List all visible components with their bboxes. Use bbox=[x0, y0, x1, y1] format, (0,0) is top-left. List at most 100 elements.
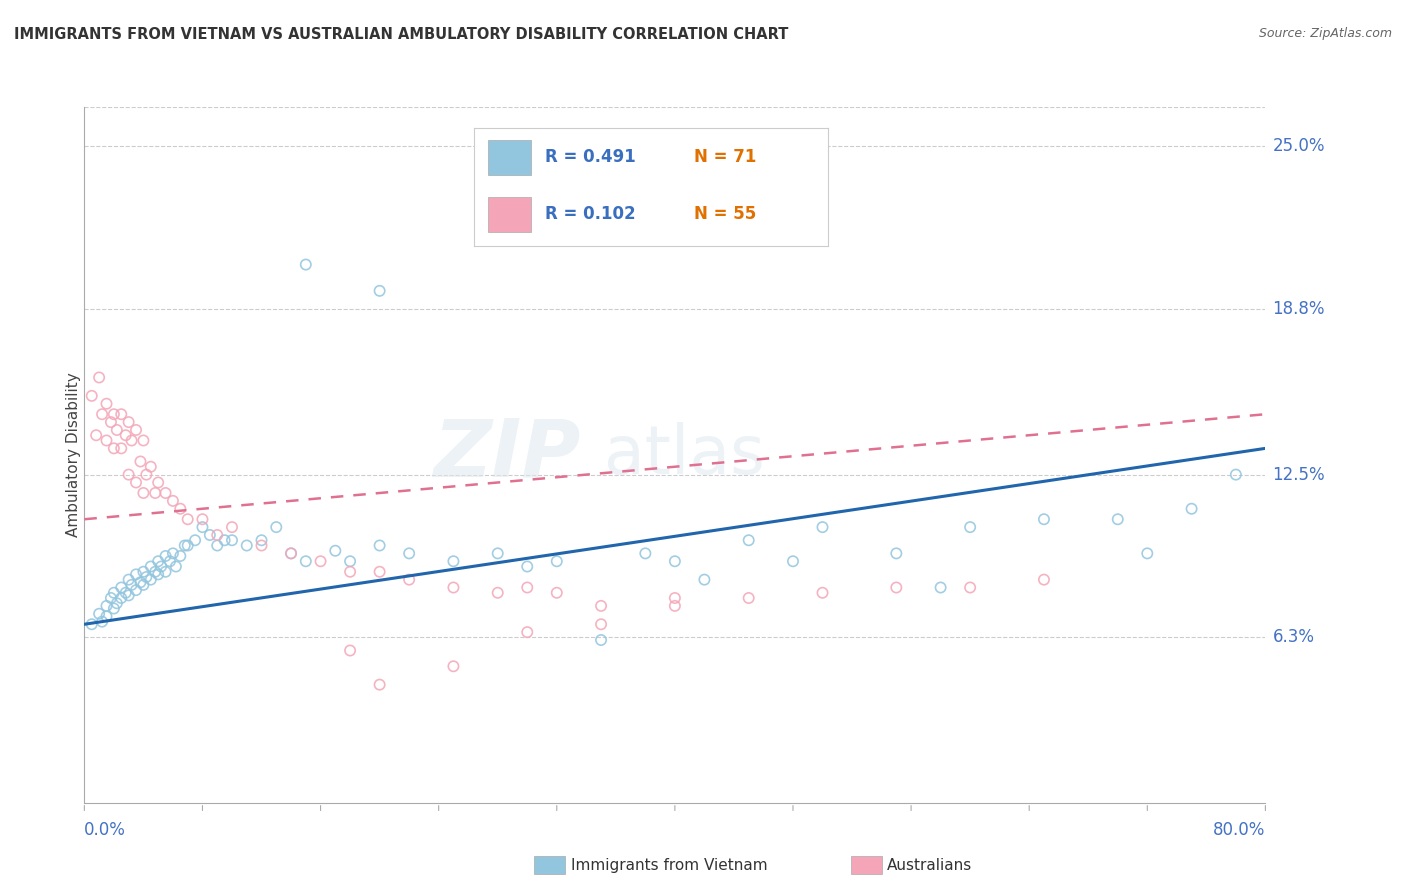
Point bbox=[214, 533, 236, 548]
Point bbox=[295, 258, 318, 272]
Point bbox=[1225, 467, 1247, 482]
Point bbox=[96, 397, 118, 411]
Point bbox=[177, 512, 200, 526]
Point bbox=[591, 599, 613, 613]
Point bbox=[148, 567, 170, 582]
Point bbox=[139, 573, 162, 587]
Point bbox=[125, 475, 148, 490]
Text: atlas: atlas bbox=[605, 422, 765, 488]
Point bbox=[811, 520, 834, 534]
Point bbox=[929, 581, 952, 595]
Text: Australians: Australians bbox=[887, 858, 973, 872]
Text: Immigrants from Vietnam: Immigrants from Vietnam bbox=[571, 858, 768, 872]
Point bbox=[546, 586, 568, 600]
Point bbox=[103, 601, 125, 615]
Point bbox=[368, 284, 391, 298]
Point bbox=[309, 554, 332, 568]
Point bbox=[125, 567, 148, 582]
Point bbox=[886, 546, 908, 560]
Point bbox=[235, 539, 259, 553]
Text: 0.0%: 0.0% bbox=[84, 821, 127, 838]
Point bbox=[398, 573, 420, 587]
Point bbox=[135, 570, 157, 584]
Point bbox=[125, 583, 148, 598]
Point bbox=[738, 533, 761, 548]
Point bbox=[339, 643, 361, 657]
Point bbox=[368, 678, 391, 692]
Point bbox=[159, 554, 181, 568]
Point bbox=[811, 586, 834, 600]
Point bbox=[150, 559, 173, 574]
Point bbox=[368, 565, 391, 579]
Point bbox=[173, 539, 195, 553]
Point bbox=[368, 539, 391, 553]
Point bbox=[1180, 501, 1202, 516]
Point bbox=[80, 389, 103, 403]
Point bbox=[143, 565, 166, 579]
Point bbox=[148, 475, 170, 490]
Point bbox=[205, 539, 228, 553]
Text: N = 71: N = 71 bbox=[693, 148, 756, 167]
Point bbox=[184, 533, 207, 548]
Point bbox=[205, 528, 228, 542]
Point bbox=[486, 546, 509, 560]
Point bbox=[634, 546, 657, 560]
Text: ZIP: ZIP bbox=[433, 416, 581, 494]
Point bbox=[486, 586, 509, 600]
Point bbox=[87, 607, 111, 621]
Point bbox=[177, 539, 200, 553]
Point bbox=[250, 533, 273, 548]
Point bbox=[1032, 512, 1054, 526]
Point bbox=[441, 581, 464, 595]
Point bbox=[221, 520, 243, 534]
Point bbox=[782, 554, 804, 568]
Point bbox=[169, 549, 191, 563]
Point bbox=[169, 501, 191, 516]
Text: R = 0.491: R = 0.491 bbox=[546, 148, 636, 167]
Point bbox=[155, 549, 177, 563]
Text: 25.0%: 25.0% bbox=[1272, 137, 1324, 155]
Point bbox=[80, 617, 103, 632]
Point bbox=[339, 554, 361, 568]
Point bbox=[118, 573, 141, 587]
Point bbox=[132, 578, 155, 592]
Point bbox=[441, 659, 464, 673]
Point bbox=[110, 407, 132, 421]
Point bbox=[295, 554, 318, 568]
Point bbox=[198, 528, 221, 542]
Point bbox=[87, 370, 111, 384]
Point bbox=[1136, 546, 1159, 560]
Point bbox=[105, 423, 128, 437]
Point bbox=[546, 554, 568, 568]
Point bbox=[96, 599, 118, 613]
Point bbox=[118, 467, 141, 482]
Point bbox=[398, 546, 420, 560]
Y-axis label: Ambulatory Disability: Ambulatory Disability bbox=[66, 373, 80, 537]
Text: R = 0.102: R = 0.102 bbox=[546, 205, 636, 223]
Point bbox=[339, 565, 361, 579]
Text: 6.3%: 6.3% bbox=[1272, 628, 1315, 647]
Point bbox=[250, 539, 273, 553]
Point bbox=[132, 565, 155, 579]
Text: 12.5%: 12.5% bbox=[1272, 466, 1324, 483]
Point bbox=[114, 586, 136, 600]
Point bbox=[664, 591, 686, 605]
Point bbox=[280, 546, 302, 560]
Point bbox=[114, 428, 136, 442]
Text: IMMIGRANTS FROM VIETNAM VS AUSTRALIAN AMBULATORY DISABILITY CORRELATION CHART: IMMIGRANTS FROM VIETNAM VS AUSTRALIAN AM… bbox=[14, 27, 789, 42]
Text: 18.8%: 18.8% bbox=[1272, 301, 1324, 318]
Point bbox=[1032, 573, 1054, 587]
Point bbox=[139, 559, 162, 574]
Text: N = 55: N = 55 bbox=[693, 205, 756, 223]
Point bbox=[516, 559, 538, 574]
Text: 80.0%: 80.0% bbox=[1213, 821, 1265, 838]
Point bbox=[664, 554, 686, 568]
Point bbox=[118, 415, 141, 429]
Point bbox=[264, 520, 288, 534]
Point bbox=[100, 591, 122, 605]
Point bbox=[693, 573, 716, 587]
Point bbox=[121, 578, 143, 592]
Point bbox=[103, 586, 125, 600]
Point bbox=[129, 575, 152, 590]
Point bbox=[1107, 512, 1129, 526]
